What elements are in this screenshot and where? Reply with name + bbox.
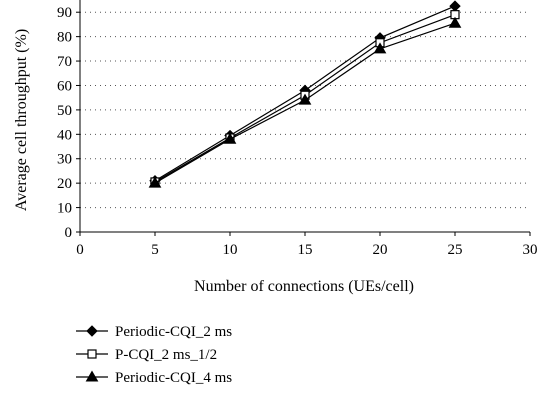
legend-marker [86, 325, 98, 337]
y-tick-label: 60 [57, 78, 72, 94]
y-tick-label: 40 [57, 127, 72, 143]
x-tick-label: 5 [151, 242, 159, 258]
y-tick-label: 70 [57, 54, 72, 70]
legend-item: Periodic-CQI_2 ms [76, 324, 232, 340]
data-point [298, 93, 312, 105]
y-tick-label: 90 [57, 5, 72, 21]
legend-item: Periodic-CQI_4 ms [76, 370, 232, 386]
series-3 [148, 16, 462, 188]
y-axis-title: Average cell throughput (%) [13, 29, 30, 211]
y-tick-label: 50 [57, 103, 72, 119]
data-point [373, 42, 387, 54]
legend: Periodic-CQI_2 ms P-CQI_2 ms_1/2 Periodic-… [76, 324, 232, 386]
x-tick-label: 30 [523, 242, 538, 258]
x-axis-title: Number of connections (UEs/cell) [194, 278, 414, 295]
y-ticks: 0 10 20 30 40 50 60 70 80 90 [57, 5, 80, 241]
data-point [223, 132, 237, 144]
legend-label: Periodic-CQI_4 ms [115, 370, 232, 386]
data-point [448, 16, 462, 28]
x-tick-label: 20 [373, 242, 388, 258]
data-point [449, 0, 461, 12]
x-tick-label: 25 [448, 242, 463, 258]
legend-marker [87, 349, 97, 359]
y-tick-label: 30 [57, 152, 72, 168]
y-tick-label: 80 [57, 30, 72, 46]
x-ticks: 0 5 10 15 20 25 30 [76, 232, 538, 258]
x-tick-label: 10 [223, 242, 238, 258]
legend-label: P-CQI_2 ms_1/2 [115, 347, 217, 363]
data-point [148, 176, 162, 188]
y-tick-label: 20 [57, 176, 72, 192]
legend-item: P-CQI_2 ms_1/2 [76, 347, 217, 363]
y-tick-label: 0 [65, 225, 73, 241]
legend-marker [85, 370, 99, 382]
x-tick-label: 15 [298, 242, 313, 258]
y-tick-label: 10 [57, 201, 72, 217]
series-layer [148, 0, 462, 188]
x-tick-label: 0 [76, 242, 84, 258]
gridlines [80, 11, 530, 209]
legend-label: Periodic-CQI_2 ms [115, 324, 232, 340]
